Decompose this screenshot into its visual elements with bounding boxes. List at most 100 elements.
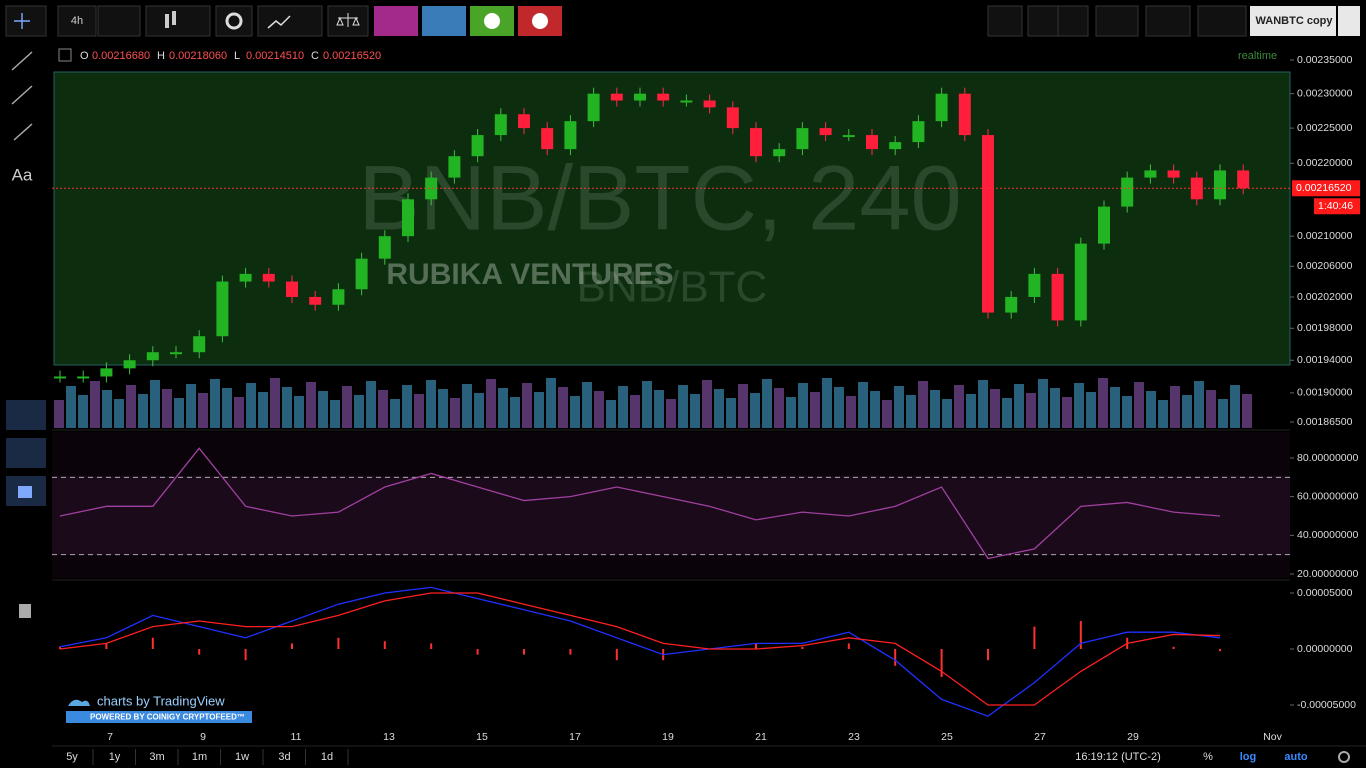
candle <box>216 281 229 337</box>
volume-bar <box>774 388 784 428</box>
range-button[interactable]: 5y <box>66 751 78 763</box>
indicators-icon <box>267 15 291 29</box>
candle <box>471 135 484 157</box>
volume-bar <box>750 393 760 428</box>
volume-bar <box>870 391 880 428</box>
auto-button[interactable]: auto <box>1284 751 1308 763</box>
candle <box>1098 206 1110 244</box>
volume-bar <box>198 393 208 428</box>
y-tick-label: 80.00000000 <box>1297 452 1358 464</box>
magnet-button[interactable] <box>6 400 46 430</box>
macd-panel <box>52 582 1290 722</box>
volume-bar <box>318 391 328 428</box>
volume-bar <box>1026 393 1036 428</box>
x-tick-label: 15 <box>476 731 488 743</box>
range-button[interactable]: 1m <box>192 751 207 763</box>
snapshot-button[interactable] <box>1095 5 1139 37</box>
candle <box>680 100 693 103</box>
undo-button[interactable] <box>1027 5 1059 37</box>
legend-key: C <box>311 50 319 62</box>
volume-bar <box>642 381 652 428</box>
trash-icon[interactable] <box>19 604 31 618</box>
volume-bar <box>918 381 928 428</box>
volume-bar <box>1194 381 1204 428</box>
candle <box>889 142 902 150</box>
coinigy-brand: POWERED BY COINIGY CRYPTOFEED™ <box>90 713 245 722</box>
range-button[interactable]: 1d <box>321 751 333 763</box>
candle <box>402 199 414 237</box>
volume-bar <box>894 386 904 428</box>
alert-button[interactable] <box>422 6 466 36</box>
candle <box>355 258 368 290</box>
volume-bar <box>762 379 772 428</box>
layout-button[interactable] <box>1250 6 1336 36</box>
legend-toggle[interactable] <box>58 48 72 62</box>
volume-bar <box>1110 387 1120 428</box>
candle <box>54 376 66 379</box>
volume-bar <box>126 385 136 428</box>
volume-bar <box>174 398 184 428</box>
volume-bar <box>306 382 316 428</box>
volume-bar <box>846 396 856 428</box>
last-price-box <box>1292 180 1360 197</box>
volume-bar <box>714 389 724 428</box>
fullscreen-button[interactable] <box>987 5 1023 37</box>
settings-icon[interactable] <box>1338 751 1350 763</box>
range-button[interactable]: 1y <box>109 751 121 763</box>
candle <box>773 149 786 157</box>
volume-bar <box>150 380 160 428</box>
log-button[interactable]: log <box>1240 751 1257 763</box>
volume-bar <box>258 392 268 428</box>
volume-bar <box>546 378 556 428</box>
x-tick-label: 27 <box>1034 731 1046 743</box>
stay-drawing-button[interactable] <box>6 438 46 468</box>
volume-bar <box>1122 396 1132 428</box>
indicators-button[interactable] <box>257 5 323 37</box>
template-button[interactable] <box>374 6 418 36</box>
volume-bar <box>234 397 244 428</box>
range-button[interactable]: 3d <box>278 751 290 763</box>
candle <box>866 135 878 150</box>
candle <box>634 93 646 101</box>
candle <box>541 128 554 150</box>
candle <box>448 156 461 178</box>
chart-type-button[interactable] <box>145 5 211 37</box>
candle <box>726 107 739 129</box>
legend-key: O <box>80 50 89 62</box>
x-tick-label: 23 <box>848 731 860 743</box>
volume-bar <box>138 394 148 428</box>
candle <box>982 135 994 313</box>
volume-bar <box>498 388 508 428</box>
layout-menu[interactable] <box>1338 6 1360 36</box>
volume-bar <box>1014 384 1024 428</box>
candle <box>146 352 159 361</box>
candle <box>796 128 809 150</box>
interval-button[interactable] <box>57 5 97 37</box>
volume-bar <box>210 379 220 428</box>
load-button[interactable] <box>1145 5 1191 37</box>
x-tick-label: Nov <box>1263 731 1282 743</box>
range-button[interactable]: 3m <box>149 751 164 763</box>
y-tick-label: 0.00186500 <box>1297 416 1353 428</box>
candle <box>1144 170 1157 178</box>
volume-bar <box>954 385 964 428</box>
interval-menu[interactable] <box>97 5 141 37</box>
candle <box>262 273 275 282</box>
volume-bar <box>822 378 832 428</box>
text-tool[interactable]: Aa <box>12 165 33 184</box>
range-button[interactable]: 1w <box>235 751 249 763</box>
y-tick-label: 0.00202000 <box>1297 291 1353 303</box>
save-button[interactable] <box>1197 5 1247 37</box>
y-tick-label: -0.00005000 <box>1297 699 1356 711</box>
y-tick-label: 0.00225000 <box>1297 122 1353 134</box>
volume-bar <box>378 390 388 428</box>
tradingview-logo <box>68 699 90 706</box>
volume-bar <box>1230 385 1240 428</box>
bottom-bar <box>48 744 1366 768</box>
volume-bar <box>906 395 916 428</box>
settings-button[interactable] <box>215 5 253 37</box>
redo-button[interactable] <box>1057 5 1089 37</box>
volume-bar <box>726 398 736 428</box>
percent-button[interactable]: % <box>1203 751 1213 763</box>
